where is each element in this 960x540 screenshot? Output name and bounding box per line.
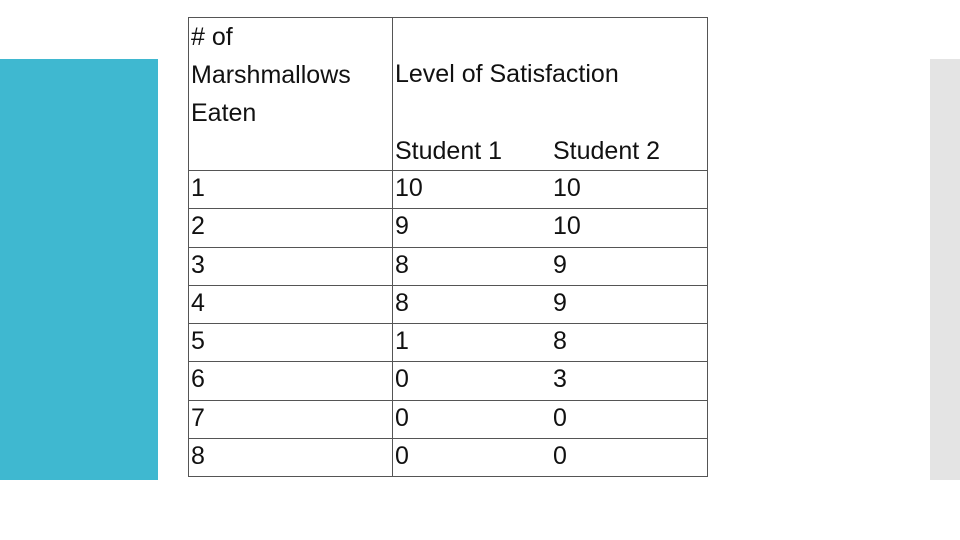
row-divider [188, 323, 707, 324]
table-cell: 0 [395, 365, 409, 394]
table-cell: 3 [553, 365, 567, 394]
table-cell: 6 [191, 365, 205, 394]
table-cell: 1 [395, 327, 409, 355]
row-divider [188, 246, 707, 248]
table-cell: 4 [191, 288, 205, 317]
table-cell: 9 [395, 212, 409, 241]
header-cell: Student 2 [553, 137, 661, 165]
table-cell: 10 [395, 174, 423, 202]
table-cell: 5 [191, 327, 205, 355]
table-cell: 9 [553, 250, 567, 279]
row-divider [188, 208, 707, 210]
row-divider [188, 284, 707, 286]
table-cell: 8 [395, 288, 409, 317]
table-cell: 10 [553, 212, 581, 241]
table-cell: 8 [191, 441, 205, 470]
row-divider [188, 170, 707, 171]
table-cell: 0 [553, 441, 567, 470]
table-cell: 0 [395, 403, 409, 432]
row-divider [188, 437, 707, 439]
table-cell: 0 [395, 441, 409, 470]
table-cell: 9 [553, 288, 567, 317]
header-cell: Level of Satisfaction [395, 60, 619, 88]
table-cell: 8 [553, 327, 567, 355]
header-cell: # of Marshmallows Eaten [191, 23, 351, 127]
row-divider [188, 399, 707, 401]
table-cell: 7 [191, 403, 205, 432]
table-cell: 1 [191, 174, 205, 202]
table-cell: 0 [553, 403, 567, 432]
row-divider [188, 361, 707, 363]
table-cell: 2 [191, 212, 205, 241]
table-cell: 10 [553, 174, 581, 202]
accent-bar [0, 59, 158, 480]
side-bar [930, 59, 960, 480]
header-cell: Student 1 [395, 137, 503, 165]
table-cell: 3 [191, 250, 205, 279]
table-cell: 8 [395, 250, 409, 279]
